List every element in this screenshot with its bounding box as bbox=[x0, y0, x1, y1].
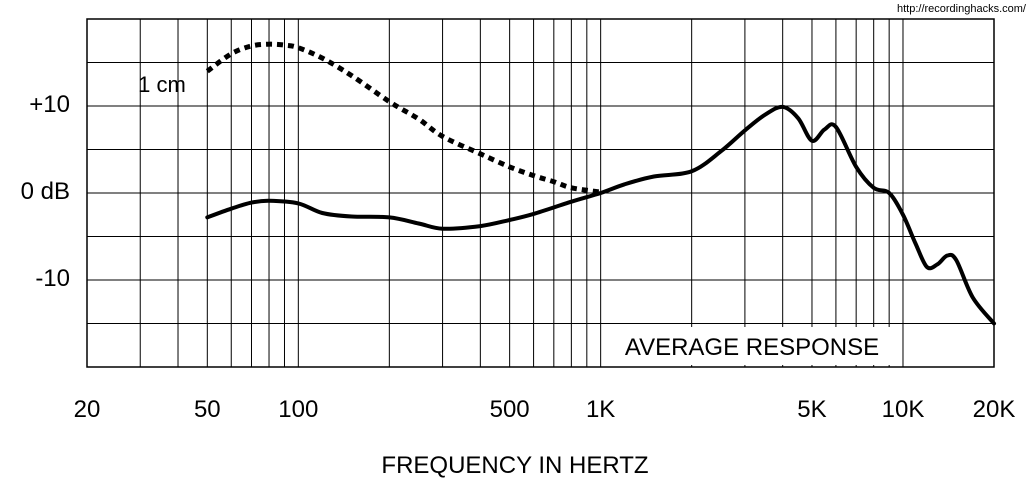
x-tick-label: 20K bbox=[972, 396, 1016, 423]
one-cm-response-curve bbox=[205, 41, 602, 195]
x-tick-label: 10K bbox=[881, 396, 925, 423]
x-axis-title: FREQUENCY IN HERTZ bbox=[381, 452, 649, 479]
series-layer bbox=[205, 41, 996, 326]
average-response-curve bbox=[205, 104, 996, 326]
y-tick-label: -10 bbox=[35, 265, 70, 292]
average-response-label-background bbox=[607, 327, 897, 365]
y-tick-label: +10 bbox=[29, 91, 70, 118]
site-credit: http://recordinghacks.com/ bbox=[896, 3, 1026, 15]
annotation-layer: AVERAGE RESPONSE 1 cm bbox=[138, 72, 897, 365]
x-tick-label: 50 bbox=[193, 396, 221, 423]
x-tick-label: 100 bbox=[278, 396, 319, 423]
one-cm-curve-label: 1 cm bbox=[138, 72, 186, 97]
y-tick-label: 0 dB bbox=[20, 178, 70, 205]
x-tick-label: 1K bbox=[585, 396, 616, 423]
average-response-label: AVERAGE RESPONSE bbox=[625, 334, 879, 361]
grid bbox=[86, 18, 995, 368]
x-tick-label: 20 bbox=[73, 396, 101, 423]
x-tick-label: 5K bbox=[797, 396, 827, 423]
x-tick-label: 500 bbox=[489, 396, 530, 423]
